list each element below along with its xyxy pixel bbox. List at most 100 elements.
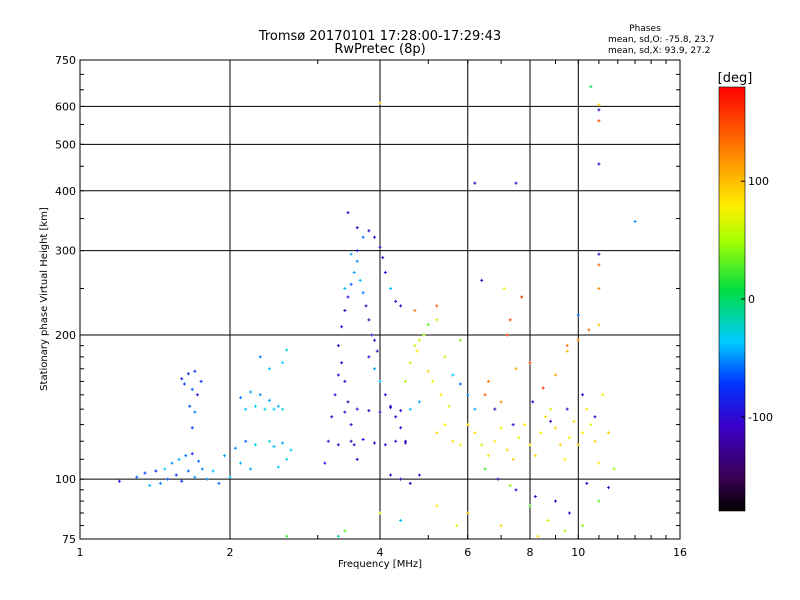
data-point [272, 444, 276, 448]
data-point [249, 390, 253, 394]
data-point [589, 85, 593, 89]
data-point [143, 471, 147, 475]
data-point [408, 407, 412, 411]
data-point [383, 271, 387, 275]
data-point [281, 407, 285, 411]
data-point [473, 181, 477, 185]
data-point [581, 393, 585, 397]
data-point [367, 318, 371, 322]
data-point [466, 393, 470, 397]
data-point [373, 338, 377, 342]
data-point [511, 457, 515, 461]
data-point [399, 304, 403, 308]
data-point [349, 252, 353, 256]
data-point [607, 486, 611, 490]
y-tick-label: 500 [55, 138, 76, 151]
legend-title: Phases [629, 24, 661, 34]
data-point [239, 461, 243, 465]
data-point [184, 454, 188, 458]
legend-line-x: mean, sd,X: 93.9, 27.2 [608, 46, 710, 56]
data-point [355, 249, 359, 253]
data-point [188, 404, 192, 408]
data-point [367, 409, 371, 413]
data-point [378, 511, 382, 515]
data-point [340, 325, 344, 329]
data-point [539, 431, 543, 435]
data-point [597, 323, 601, 327]
data-point [458, 382, 462, 386]
data-point [158, 481, 162, 485]
data-point [358, 278, 362, 282]
data-point [508, 318, 512, 322]
data-point [370, 333, 374, 337]
y-tick-label: 750 [55, 54, 76, 67]
data-point [417, 473, 421, 477]
x-tick-label: 8 [527, 546, 534, 559]
data-point [281, 441, 285, 445]
data-point [565, 407, 569, 411]
data-point [572, 419, 576, 423]
data-point [520, 295, 524, 299]
data-point [272, 407, 276, 411]
data-point [239, 396, 243, 400]
data-point [399, 409, 403, 413]
data-point [190, 426, 194, 430]
data-point [581, 524, 585, 528]
data-point [378, 379, 382, 383]
data-point [435, 304, 439, 308]
x-tick-label: 10 [571, 546, 585, 559]
data-point [563, 529, 567, 533]
data-point [285, 348, 289, 352]
data-point [593, 439, 597, 443]
data-point [546, 518, 550, 522]
data-point [361, 438, 365, 441]
y-tick-label: 75 [62, 533, 76, 546]
data-point [285, 457, 289, 461]
data-point [408, 481, 412, 485]
data-point [443, 355, 447, 359]
data-point [346, 400, 350, 404]
data-point [435, 431, 439, 435]
data-point [528, 361, 532, 365]
data-point [502, 287, 506, 291]
data-point [244, 439, 248, 443]
data-point [394, 415, 398, 419]
colorbar-label: [deg] [718, 71, 753, 86]
data-point [486, 454, 490, 458]
data-point [408, 361, 412, 365]
data-point [349, 282, 353, 286]
y-axis-ticks: 75 100 200 300 400 500 600 750 [55, 54, 680, 546]
data-point [486, 379, 490, 383]
data-point [330, 415, 334, 419]
data-point [349, 423, 353, 427]
data-point [343, 529, 347, 533]
data-point [607, 431, 611, 435]
data-point [549, 419, 553, 423]
data-point [505, 333, 509, 337]
data-point [249, 467, 253, 471]
data-point [336, 534, 340, 538]
data-point [455, 524, 459, 528]
data-point [466, 423, 470, 427]
data-point [267, 439, 271, 443]
data-point [496, 477, 500, 481]
data-point [355, 226, 359, 230]
data-point [403, 379, 407, 383]
data-point [228, 475, 232, 479]
data-point [576, 443, 580, 447]
data-point [589, 423, 593, 427]
data-point [383, 393, 387, 397]
data-point [367, 355, 371, 359]
data-point [373, 235, 377, 239]
data-point [205, 477, 209, 481]
data-point [289, 448, 293, 452]
data-point [373, 367, 377, 371]
colorbar-ticks: 100 0 -100 [741, 175, 773, 424]
data-point [276, 465, 280, 469]
data-point [447, 404, 451, 408]
data-point [389, 287, 393, 291]
data-point [389, 406, 393, 410]
data-point [177, 457, 181, 461]
data-point [536, 534, 540, 538]
data-point [267, 367, 271, 371]
